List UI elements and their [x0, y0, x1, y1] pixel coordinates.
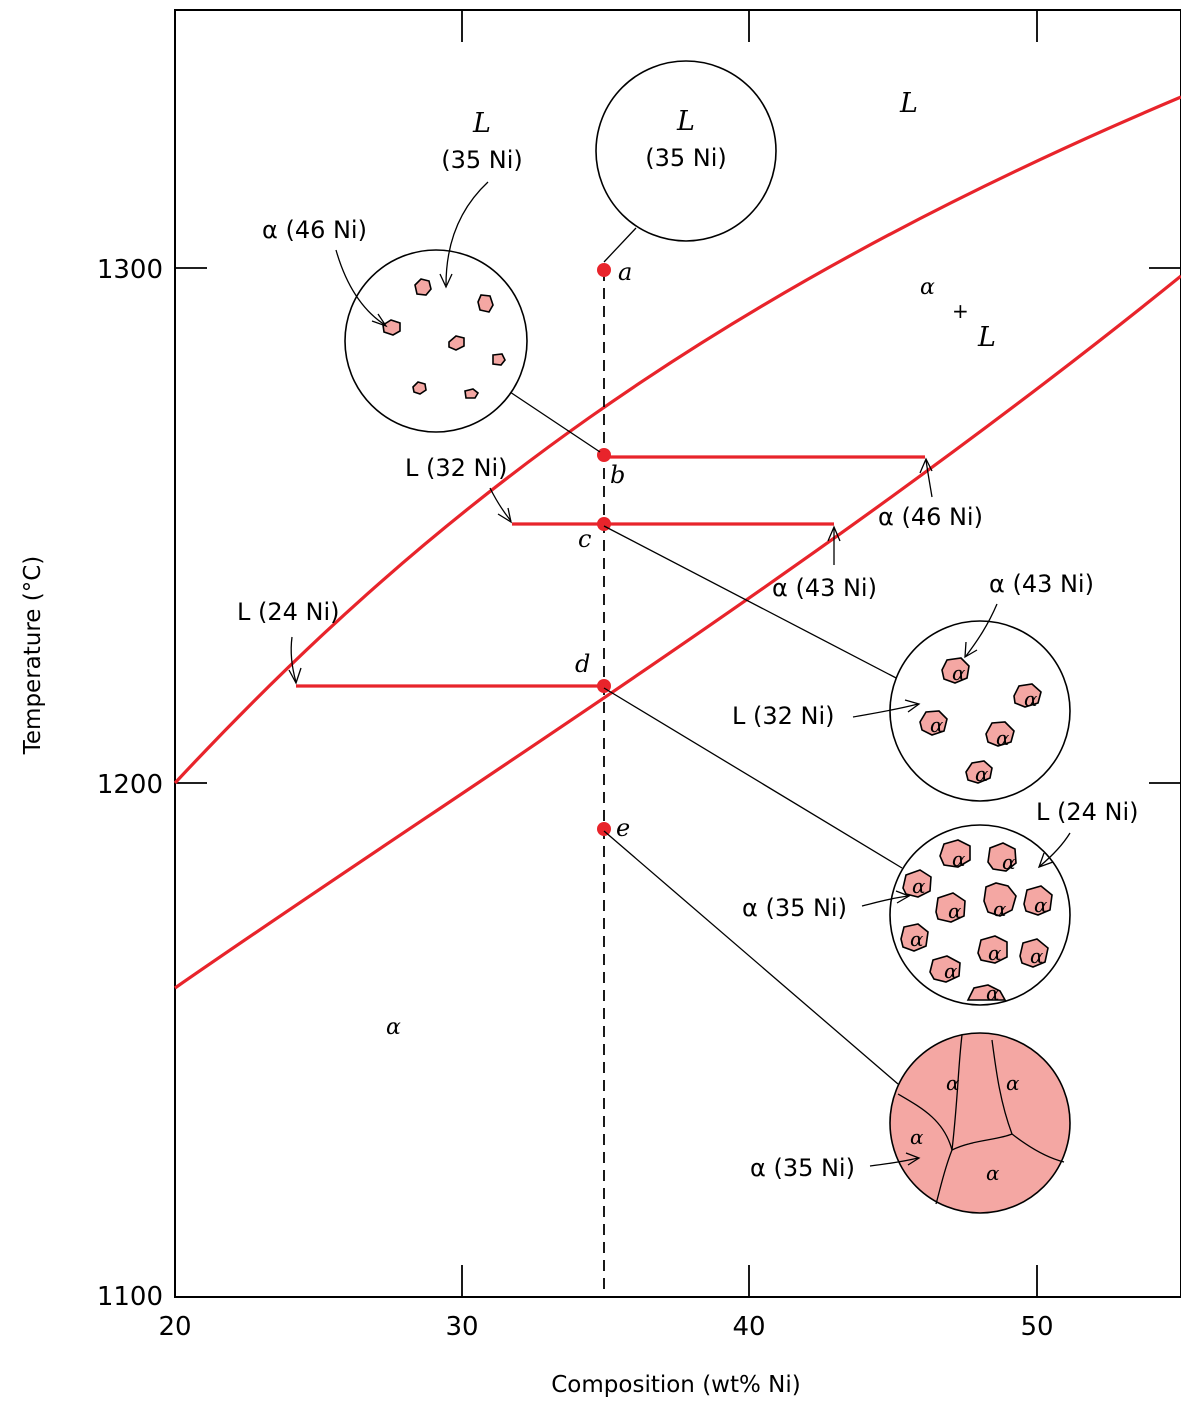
micro-c-L-label: L (32 Ni): [732, 702, 835, 730]
leader-d: [603, 687, 903, 869]
micro-c-grains: [919, 657, 1042, 784]
svg-text:α: α: [1002, 850, 1016, 874]
svg-text:α: α: [910, 1125, 924, 1149]
micro-b-L: L: [472, 108, 491, 139]
region-solid-alpha: α: [386, 1015, 401, 1040]
svg-text:α: α: [986, 981, 1000, 1005]
micro-c-grain-labels: α α α α α: [930, 661, 1038, 786]
arrow-L24-head: [288, 667, 302, 685]
svg-text:α: α: [1034, 893, 1048, 917]
arrow-L24: [290, 636, 297, 683]
arrow-c-alpha: [965, 603, 998, 657]
micro-c-alpha-label: α (43 Ni): [989, 570, 1094, 598]
micro-b-alpha: α (46 Ni): [262, 216, 367, 244]
micro-a-comp: (35 Ni): [645, 144, 727, 172]
micro-b-L-comp: (35 Ni): [441, 146, 523, 174]
svg-text:α: α: [912, 874, 926, 898]
tie-alpha46-label: α (46 Ni): [878, 503, 983, 531]
arrow-b-liquid-head: [439, 273, 453, 289]
point-e-label: e: [616, 814, 630, 842]
arrow-c-L: [852, 703, 919, 718]
svg-text:α: α: [944, 959, 958, 983]
point-b-label: b: [610, 461, 625, 489]
tie-L24-label: L (24 Ni): [237, 598, 340, 626]
x-tick-50: 50: [1020, 1312, 1053, 1342]
region-two-phase-L: L: [977, 322, 996, 353]
arrow-c-L-head: [904, 699, 921, 713]
svg-text:α: α: [996, 726, 1010, 750]
leader-c: [603, 525, 901, 681]
micro-c-circle: [889, 620, 1071, 802]
arrow-alpha43-head: [827, 525, 841, 542]
svg-text:α: α: [930, 713, 944, 737]
leader-b: [509, 391, 601, 453]
micro-a-circle: [595, 60, 777, 242]
leader-e: [603, 830, 899, 1085]
micro-e-grain-boundaries: [897, 1034, 1065, 1205]
arrow-e-alpha-head: [905, 1152, 921, 1166]
svg-text:α: α: [1024, 687, 1038, 711]
plot-frame: [174, 9, 1181, 1298]
arrow-c-alpha-head: [964, 641, 978, 659]
svg-text:α: α: [988, 941, 1002, 965]
micro-d-alpha-label: α (35 Ni): [742, 894, 847, 922]
x-tick-30: 30: [445, 1312, 478, 1342]
micro-e-grain-labels: α α α α: [910, 1071, 1020, 1185]
x-tick-40: 40: [732, 1312, 765, 1342]
point-a: [597, 263, 611, 277]
svg-text:α: α: [1030, 944, 1044, 968]
x-axis-title: Composition (wt% Ni): [551, 1372, 801, 1398]
arrow-d-L: [1039, 832, 1071, 867]
arrow-L32: [489, 487, 512, 522]
svg-text:α: α: [910, 927, 924, 951]
svg-text:α: α: [1006, 1071, 1020, 1095]
svg-text:α: α: [993, 897, 1007, 921]
point-a-label: a: [618, 258, 632, 286]
micro-a-L: L: [676, 106, 695, 137]
micro-b-grains: [382, 278, 506, 399]
solidus-curve: [174, 274, 1181, 990]
arrow-L32-head: [497, 507, 512, 524]
tie-alpha43-label: α (43 Ni): [772, 574, 877, 602]
arrow-b-alpha-head: [371, 313, 388, 328]
svg-text:α: α: [946, 1071, 960, 1095]
micro-d-grains: [900, 839, 1053, 1001]
point-e: [597, 822, 611, 836]
svg-text:α: α: [952, 847, 966, 871]
svg-text:α: α: [952, 661, 966, 685]
micro-d-grain-labels: α α α α α α α α α α α: [910, 847, 1048, 1005]
svg-text:α: α: [986, 1161, 1000, 1185]
x-tick-20: 20: [158, 1312, 191, 1342]
y-tick-1100: 1100: [97, 1282, 163, 1312]
y-axis-title: Temperature (°C): [20, 556, 46, 756]
point-b: [597, 448, 611, 462]
region-two-phase-plus: +: [952, 299, 969, 323]
tie-L32-label: L (32 Ni): [405, 454, 508, 482]
axis-ticks: [175, 10, 1181, 1297]
arrow-d-alpha: [861, 895, 909, 907]
arrow-alpha46: [925, 459, 933, 498]
y-tick-1300: 1300: [97, 255, 163, 285]
arrow-e-alpha: [869, 1157, 919, 1167]
arrow-d-alpha-head: [895, 890, 911, 904]
region-two-phase-alpha: α: [920, 275, 935, 300]
region-liquid-label: L: [899, 88, 918, 119]
micro-e-circle: [889, 1032, 1071, 1214]
svg-text:α: α: [975, 762, 989, 786]
micro-e-alpha-label: α (35 Ni): [750, 1154, 855, 1182]
arrow-b-liquid: [445, 181, 489, 286]
arrow-d-L-head: [1037, 852, 1054, 869]
y-tick-1200: 1200: [97, 770, 163, 800]
point-c-label: c: [578, 525, 591, 553]
svg-text:α: α: [948, 899, 962, 923]
liquidus-curve: [173, 95, 1181, 785]
arrow-b-alpha: [335, 249, 386, 326]
arrow-alpha46-head: [919, 457, 933, 474]
micro-d-L-label: L (24 Ni): [1036, 798, 1139, 826]
leader-a: [603, 227, 637, 263]
point-d-label: d: [575, 650, 590, 678]
micro-b-circle: [344, 249, 528, 433]
